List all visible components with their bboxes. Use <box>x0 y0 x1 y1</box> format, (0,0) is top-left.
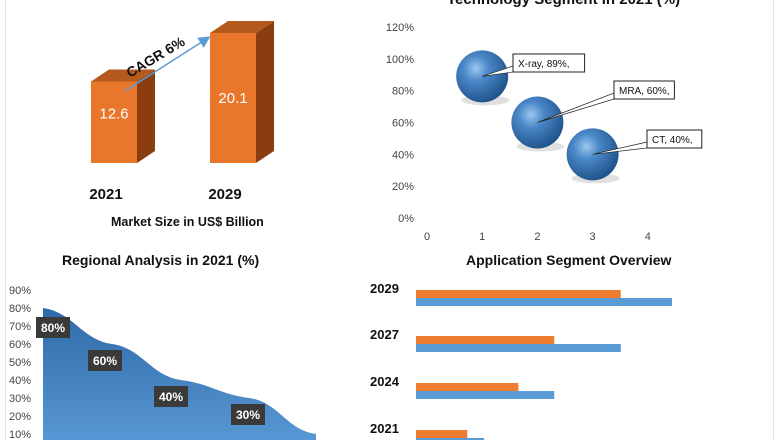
bar-2024-series-2 <box>416 391 555 399</box>
bar-value-label: 12.6 <box>99 105 128 122</box>
bar-category-label: 2029 <box>208 186 241 203</box>
area-series <box>43 308 316 440</box>
data-label-box <box>88 350 122 371</box>
right-border <box>773 0 774 440</box>
bar-2024-series-1 <box>416 383 519 391</box>
data-label: 60% <box>93 354 117 368</box>
cagr-arrow <box>124 36 211 92</box>
bar-side-2029 <box>256 20 274 163</box>
data-label-box <box>36 317 70 338</box>
y-tick-label: 20% <box>392 181 414 193</box>
y-tick-label: 80% <box>9 303 31 315</box>
y-tick-label: 60% <box>392 118 414 130</box>
bar-2021-series-2 <box>416 438 485 440</box>
y-tick-label: 100% <box>386 54 414 66</box>
data-label-box <box>231 404 265 425</box>
x-tick-label: 3 <box>590 231 596 243</box>
y-tick-label: 90% <box>9 285 31 297</box>
y-tick-label: 10% <box>9 429 31 440</box>
y-tick-label: 120% <box>386 22 414 34</box>
bar-category-label: 2021 <box>89 186 122 203</box>
y-tick-label: 20% <box>9 411 31 423</box>
bar-value-label: 20.1 <box>218 90 247 107</box>
y-tick-label: 60% <box>9 339 31 351</box>
y-tick-label: 30% <box>9 393 31 405</box>
data-label: 30% <box>236 408 260 422</box>
y-tick-label: 40% <box>392 149 414 161</box>
x-tick-label: 0 <box>424 231 430 243</box>
application-chart-title: Application Segment Overview <box>466 252 672 268</box>
category-label: 2024 <box>370 374 400 389</box>
x-tick-label: 4 <box>645 231 651 243</box>
y-tick-label: 80% <box>392 86 414 98</box>
x-tick-label: 2 <box>534 231 540 243</box>
left-border <box>5 0 6 440</box>
bar-2027-series-1 <box>416 336 555 344</box>
bar-2029-series-2 <box>416 298 672 306</box>
data-label: X-ray, 89%, <box>518 59 570 70</box>
bar-side-2021 <box>137 69 155 163</box>
x-tick-label: 1 <box>479 231 485 243</box>
bar-2029-series-1 <box>416 290 621 298</box>
y-tick-label: 50% <box>9 357 31 369</box>
bar-top-2021 <box>91 69 155 82</box>
data-label-box <box>512 53 586 73</box>
data-label-box <box>154 386 188 407</box>
data-label-box <box>613 80 675 100</box>
data-label: 40% <box>159 390 183 404</box>
bar-2021-series-1 <box>416 430 468 438</box>
bar-2021 <box>91 81 137 163</box>
bar-2029 <box>210 32 256 163</box>
data-label: CT, 40%, <box>652 135 693 146</box>
bar-2027-series-2 <box>416 344 621 352</box>
category-label: 2021 <box>370 421 399 436</box>
y-tick-label: 0% <box>398 213 414 225</box>
data-label: MRA, 60%, <box>619 86 670 97</box>
category-label: 2027 <box>370 327 399 342</box>
y-tick-label: 70% <box>9 321 31 333</box>
market-size-xlabel: Market Size in US$ Billion <box>111 215 264 229</box>
data-label-box <box>646 129 703 149</box>
regional-chart-title: Regional Analysis in 2021 (%) <box>62 252 260 268</box>
data-label: 80% <box>41 321 65 335</box>
y-tick-label: 40% <box>9 375 31 387</box>
technology-chart-title: Technology Segment in 2021 (%) <box>447 0 680 8</box>
category-label: 2029 <box>370 281 399 296</box>
bar-top-2029 <box>210 20 274 33</box>
